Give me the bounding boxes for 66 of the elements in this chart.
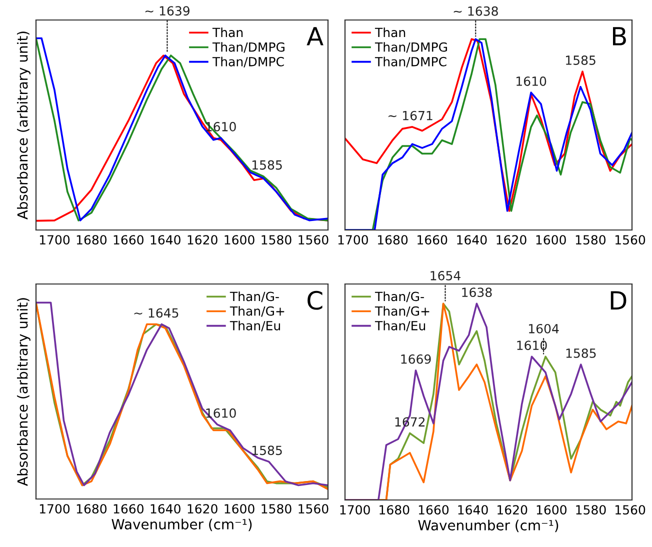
x-axis-title: Wavenumber (cm⁻¹) <box>112 518 252 532</box>
legend-label: Than/G- <box>230 292 279 302</box>
x-tick-label: 1620 <box>188 504 218 514</box>
x-tick-label: 1600 <box>536 235 566 245</box>
x-tick-label: 1700 <box>40 504 70 514</box>
x-tick-label: 1600 <box>224 235 254 245</box>
y-axis-title: Absorbance (arbitrary unit) <box>17 298 30 486</box>
x-tick-label: 1680 <box>380 505 410 515</box>
x-tick-label: 1660 <box>114 235 144 245</box>
legend-label: Than/DMPG <box>212 42 284 53</box>
x-tick-label: 1580 <box>576 235 606 245</box>
x-tick-label: 1580 <box>576 505 606 515</box>
annotation: 1585 <box>566 348 596 358</box>
annotation: 1669 <box>401 354 431 364</box>
x-tick-label: 1560 <box>615 235 646 245</box>
x-tick-label: 1580 <box>262 235 292 245</box>
x-tick-label: 1640 <box>457 235 487 245</box>
legend-label: Than/G+ <box>374 306 430 317</box>
x-tick-label: 1660 <box>418 235 448 245</box>
chart-title: C <box>308 290 322 310</box>
chart-title: B <box>612 27 626 46</box>
legend-label: Than/G+ <box>230 306 284 317</box>
x-tick-label: 1620 <box>188 235 218 245</box>
legend-label: Than/G- <box>374 292 424 302</box>
x-tick-label: 1560 <box>616 505 646 515</box>
annotation: 1585 <box>252 160 282 170</box>
x-tick-label: 1680 <box>378 235 408 245</box>
x-tick-label: 1560 <box>298 235 328 245</box>
annotation: ~ 1645 <box>134 308 178 318</box>
legend-label: Than/DMPC <box>212 56 284 68</box>
annotation: 1610 <box>516 76 546 86</box>
legend-label: Than <box>212 28 243 38</box>
chart-title: A <box>306 27 324 46</box>
x-tick-label: 1680 <box>76 235 107 245</box>
annotation: 1654 <box>430 270 460 280</box>
x-tick-label: 1640 <box>458 505 488 515</box>
x-tick-label: 1640 <box>150 235 180 245</box>
x-tick-label: 1660 <box>114 504 144 514</box>
legend-label: Than/Eu <box>230 320 280 332</box>
x-tick-label: 1680 <box>76 504 107 514</box>
x-tick-label: 1660 <box>418 505 449 515</box>
annotation: 1610 <box>517 340 547 350</box>
legend-label: Than/DMPG <box>374 42 447 53</box>
x-tick-label: 1560 <box>298 504 328 514</box>
x-tick-label: 1640 <box>150 504 180 514</box>
x-tick-label: 1580 <box>262 504 292 514</box>
annotation: 1638 <box>462 288 492 298</box>
annotation: ~ 1671 <box>388 110 432 120</box>
x-tick-label: 1700 <box>340 505 370 515</box>
x-tick-label: 1600 <box>536 505 566 515</box>
x-tick-label: 1700 <box>40 235 70 245</box>
annotation: ~ 1639 <box>145 6 190 16</box>
annotation: ~ 1638 <box>454 6 498 16</box>
annotation: 1604 <box>529 324 559 334</box>
y-axis-title: Absorbance (arbitrary unit) <box>17 32 30 220</box>
x-tick-label: 1700 <box>338 235 368 245</box>
x-tick-label: 1620 <box>496 235 526 245</box>
x-tick-label: 1600 <box>224 504 254 514</box>
legend-label: Than/Eu <box>374 320 426 332</box>
x-axis-title: Wavenumber (cm⁻¹) <box>418 520 558 532</box>
chart-title: D <box>610 291 626 310</box>
legend-label: Than/DMPC <box>374 56 446 68</box>
annotation: 1585 <box>252 446 282 456</box>
x-tick-label: 1620 <box>498 505 528 515</box>
legend-label: Than <box>374 28 406 38</box>
annotation: 1585 <box>566 56 596 65</box>
